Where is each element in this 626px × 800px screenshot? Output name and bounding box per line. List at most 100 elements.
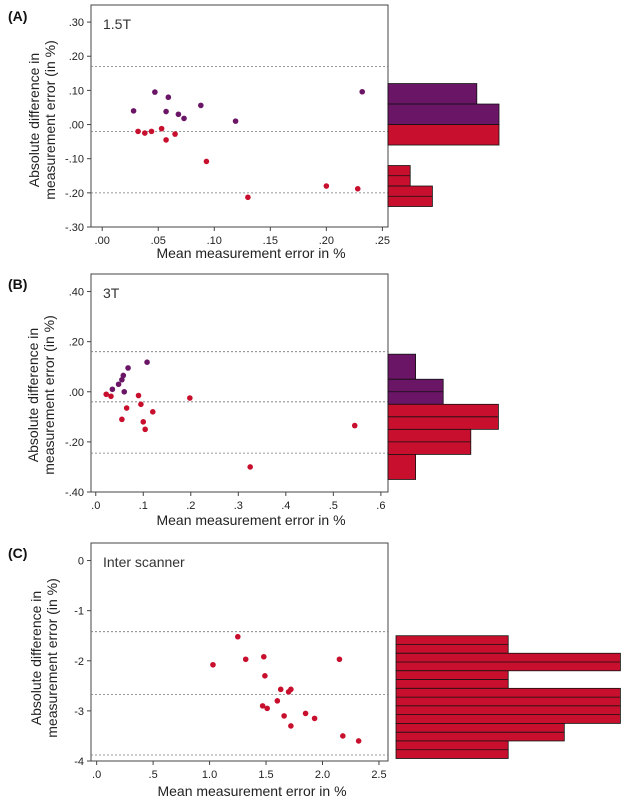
p0-red-point (354, 185, 361, 192)
p0-red-point (163, 137, 169, 143)
panel-c: (C) Absolute difference in measurement e… (8, 542, 621, 799)
p0-y-tick-label: .00 (69, 120, 84, 132)
p1-x-tick-label: .5 (329, 500, 338, 512)
p1-y-tick-label: .40 (69, 287, 84, 299)
p2-x-tick-label: 1.0 (202, 769, 217, 781)
panel-b-histogram (387, 353, 499, 480)
p1-y-tick-label: -.20 (65, 437, 84, 449)
p0-purple-point (163, 108, 169, 115)
p1-x-tick-label: .3 (234, 500, 243, 512)
p1-red-point (142, 426, 148, 433)
p2-red-point (355, 738, 362, 744)
p1-y-tick-label: .20 (69, 337, 84, 349)
p1-x-tick-label: .1 (139, 500, 148, 512)
p0-purple-point (130, 108, 137, 114)
p1-purple-point (119, 376, 125, 383)
p0-x-tick-label: .25 (375, 235, 390, 247)
p2-x-tick-label: 1.5 (258, 769, 273, 781)
p0-purple-point (175, 111, 182, 118)
p1-purple-point (144, 359, 150, 366)
p1-red-point (351, 422, 358, 429)
p1-histogram-bar (387, 353, 417, 380)
p1-y-tick-label: .00 (69, 387, 84, 399)
p2-y-tick-label: -3 (74, 706, 84, 718)
panel-b-ylabel-line1: Absolute difference in (25, 328, 41, 462)
p2-red-point (302, 710, 309, 717)
panel-a-ylabel-line1: Absolute difference in (26, 53, 42, 187)
p1-x-tick-label: .4 (281, 500, 290, 512)
p1-purple-point (120, 372, 127, 379)
p2-red-point (235, 633, 241, 640)
p2-x-tick-label: .5 (149, 769, 158, 781)
p2-x-tick-label: 2.5 (371, 769, 386, 781)
p0-purple-point (359, 88, 366, 95)
p1-inner-label: 3T (103, 285, 120, 301)
p0-x-tick-label: .00 (95, 235, 110, 247)
p0-y-tick-label: -.30 (65, 222, 84, 234)
p0-red-point (203, 158, 210, 165)
p0-plot-frame (90, 4, 389, 228)
p0-y-tick-label: .10 (69, 85, 84, 97)
p2-y-tick-label: -2 (74, 656, 84, 668)
p1-red-point (247, 464, 253, 470)
p0-x-tick-label: .20 (319, 235, 334, 247)
p1-red-point (187, 395, 193, 401)
panel-b-letter: (B) (8, 276, 27, 292)
p1-red-point (138, 401, 144, 408)
p0-y-tick-label: .20 (69, 51, 84, 63)
p2-x-tick-label: .0 (92, 769, 101, 781)
panel-b-ylabel-line2: measurement error (in %) (41, 315, 57, 475)
p1-y-tick-label: -.40 (65, 487, 84, 499)
p1-x-tick-label: .0 (91, 500, 100, 512)
panel-b: (B) Absolute difference in measurement e… (8, 273, 499, 528)
panel-a-histogram (387, 83, 500, 207)
p1-purple-point (121, 388, 128, 395)
p0-purple-point (165, 94, 172, 101)
p2-plot-frame (90, 542, 389, 762)
p2-red-point (311, 715, 318, 722)
p0-y-tick-label: -.20 (65, 188, 84, 200)
p2-x-tick-label: 2.0 (315, 769, 330, 781)
p2-red-point (242, 656, 249, 663)
p1-plot-frame (90, 273, 389, 493)
p0-purple-point (198, 102, 204, 109)
panel-c-ylabel-line1: Absolute difference in (28, 591, 44, 725)
panel-a: (A) Absolute difference in measurement e… (8, 4, 500, 261)
p0-red-point (245, 194, 251, 201)
p0-inner-label: 1.5T (103, 16, 131, 32)
panel-b-xlabel: Mean measurement error in % (156, 512, 345, 528)
p2-red-point (264, 705, 270, 712)
p2-y-tick-label: -1 (74, 606, 84, 618)
p0-y-tick-label: -.10 (65, 154, 84, 166)
p2-red-point (210, 661, 216, 668)
p2-inner-label: Inter scanner (103, 554, 185, 570)
p2-y-tick-label: -4 (74, 756, 84, 768)
p0-x-tick-label: .05 (151, 235, 166, 247)
panel-a-xlabel: Mean measurement error in % (156, 245, 345, 261)
p0-purple-point (152, 89, 158, 95)
panel-a-ylabel-line2: measurement error (in %) (42, 40, 58, 200)
p0-y-tick-label: .30 (69, 17, 84, 29)
panel-a-plot: -.30 -.20 -.10 .00 .10 .20 .30 .00 .05 .10 .15 .20.… (65, 4, 390, 247)
p1-purple-point (115, 381, 122, 388)
p2-red-point (262, 673, 268, 679)
p1-x-tick-label: .2 (186, 500, 195, 512)
p0-red-point (148, 128, 155, 135)
p0-x-tick-label: .10 (207, 235, 222, 247)
panel-c-xlabel: Mean measurement error in % (157, 783, 346, 799)
p0-histogram-bar (387, 124, 500, 146)
p1-red-point (108, 393, 114, 400)
panel-c-letter: (C) (8, 545, 27, 561)
p2-red-point (274, 698, 281, 704)
p1-red-point (123, 405, 130, 411)
p1-red-point (149, 409, 156, 415)
p0-histogram-bar (387, 103, 500, 125)
p2-red-point (336, 656, 343, 663)
p2-red-point (281, 713, 287, 719)
p1-red-point (103, 391, 110, 398)
p1-red-point (119, 416, 125, 423)
p0-red-point (323, 183, 330, 189)
p0-purple-point (181, 115, 187, 122)
p0-x-tick-label: .15 (263, 235, 278, 247)
